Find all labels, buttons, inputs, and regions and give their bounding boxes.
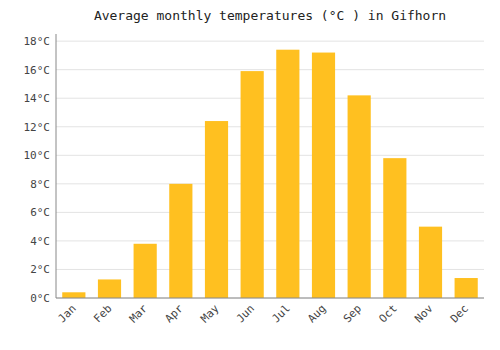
- grid-line: [56, 155, 484, 156]
- bar: [383, 158, 406, 298]
- bar: [419, 227, 442, 298]
- x-tick-label: Nov: [412, 302, 436, 326]
- bar: [312, 53, 335, 298]
- y-tick-label: 4°C: [30, 235, 50, 248]
- grid-line: [56, 212, 484, 213]
- x-tick-label: Aug: [305, 302, 328, 325]
- y-tick-label: 8°C: [30, 178, 50, 191]
- x-tick-label: Oct: [377, 302, 400, 325]
- bar: [169, 184, 192, 298]
- grid-line: [56, 98, 484, 99]
- grid-line: [56, 41, 484, 42]
- grid: [56, 41, 484, 298]
- x-tick-label: Feb: [91, 302, 114, 325]
- x-axis-line: [56, 298, 484, 299]
- x-tick-label: Sep: [341, 302, 364, 325]
- bar: [455, 278, 478, 298]
- bar: [98, 279, 121, 298]
- bar: [276, 50, 299, 298]
- grid-line: [56, 298, 484, 299]
- bar: [205, 121, 228, 298]
- y-tick-label: 2°C: [30, 263, 50, 276]
- grid-line: [56, 126, 484, 127]
- x-tick-label: Jan: [56, 302, 79, 325]
- grid-line: [56, 183, 484, 184]
- y-tick-label: 10°C: [24, 149, 51, 162]
- chart-container: Average monthly temperatures (°C ) in Gi…: [0, 0, 500, 350]
- y-tick-label: 6°C: [30, 206, 50, 219]
- x-tick-label: Dec: [448, 302, 471, 325]
- y-axis-line: [56, 34, 57, 298]
- y-tick-label: 12°C: [24, 121, 51, 134]
- y-tick-label: 14°C: [24, 92, 51, 105]
- x-tick-label: May: [198, 302, 222, 326]
- bar: [348, 95, 371, 298]
- x-tick-label: Apr: [163, 302, 187, 326]
- bar: [241, 71, 264, 298]
- y-tick-label: 16°C: [24, 64, 51, 77]
- bar: [62, 292, 85, 298]
- title: Average monthly temperatures (°C ) in Gi…: [94, 8, 446, 23]
- chart: Average monthly temperatures (°C ) in Gi…: [0, 0, 500, 350]
- y-tick-label: 18°C: [24, 35, 51, 48]
- x-tick-label: Jul: [270, 302, 293, 325]
- bars: [62, 50, 478, 298]
- bar: [134, 244, 157, 298]
- grid-line: [56, 69, 484, 70]
- x-tick-label: Mar: [127, 302, 151, 326]
- x-tick-label: Jun: [234, 302, 257, 325]
- y-tick-label: 0°C: [30, 292, 50, 305]
